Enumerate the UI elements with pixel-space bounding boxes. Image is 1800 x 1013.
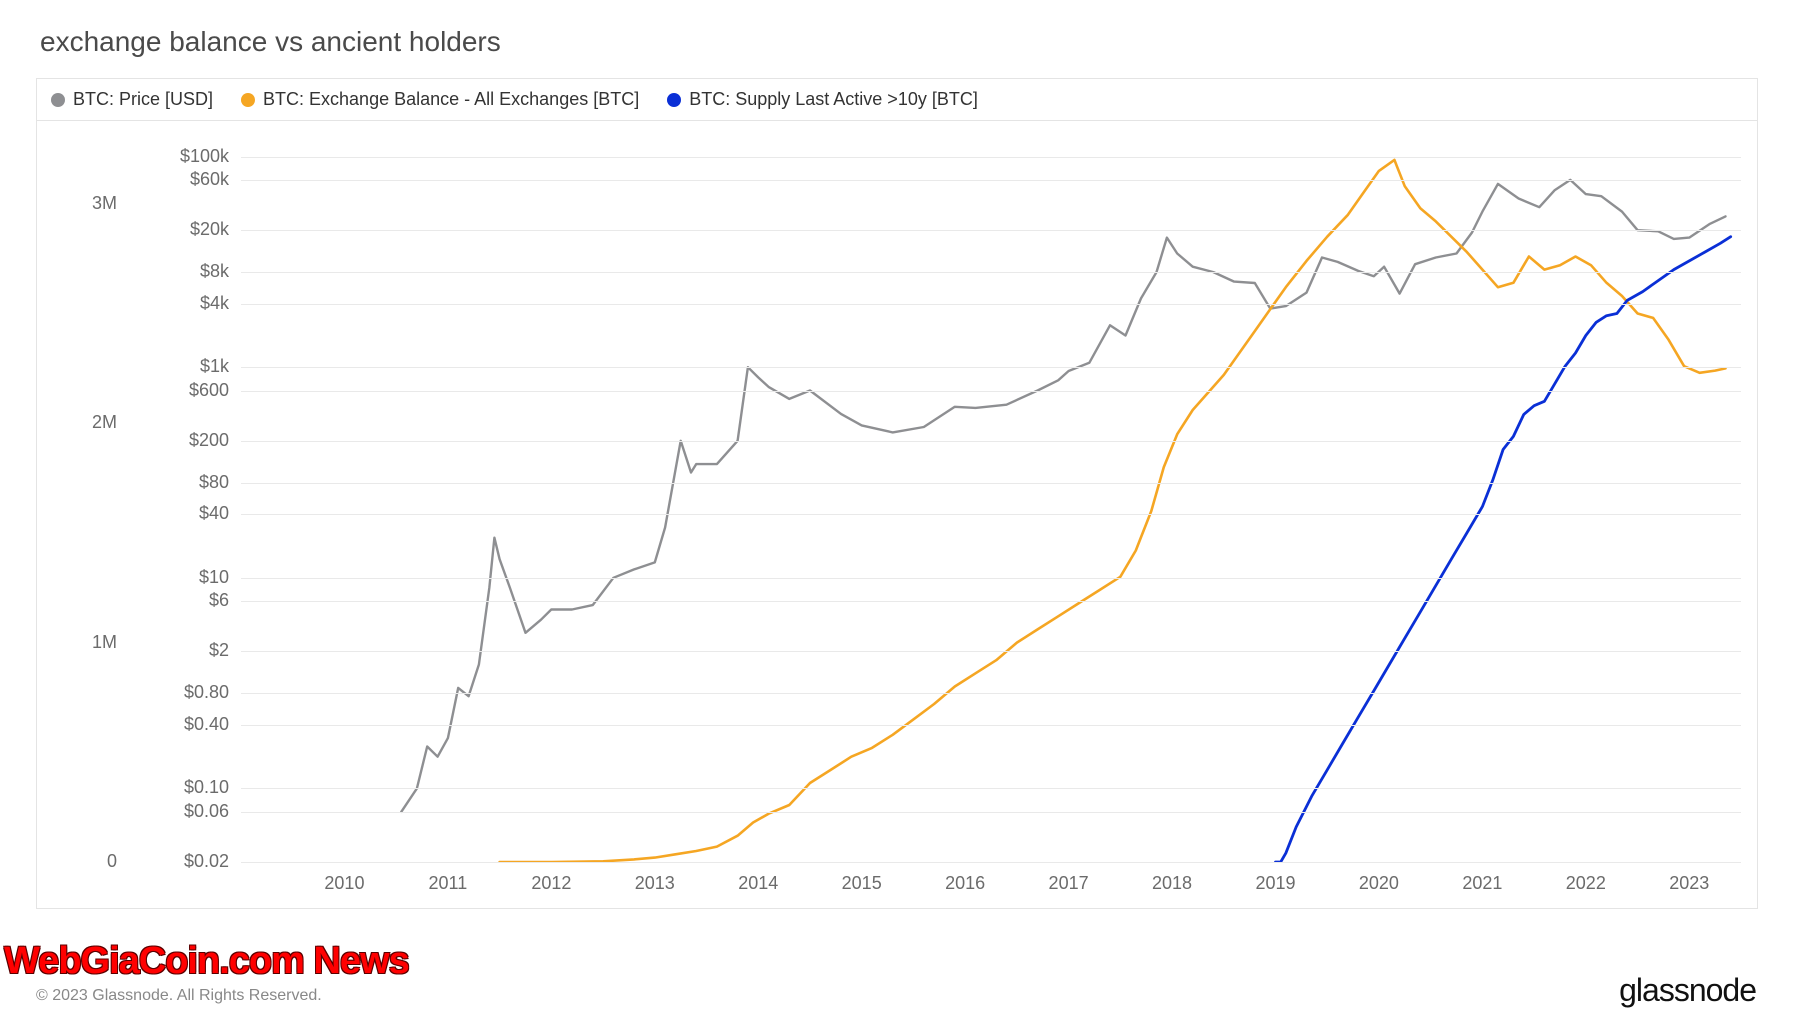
x-axis-label: 2010 bbox=[324, 873, 364, 894]
grid-line bbox=[241, 812, 1741, 813]
y-axis-log-label: $1k bbox=[133, 356, 229, 377]
x-axis-label: 2022 bbox=[1566, 873, 1606, 894]
x-axis-label: 2018 bbox=[1152, 873, 1192, 894]
y-axis-linear-label: 3M bbox=[57, 193, 117, 214]
y-axis-log-label: $600 bbox=[133, 380, 229, 401]
y-axis-log-label: $40 bbox=[133, 503, 229, 524]
series-supply_10y bbox=[1276, 237, 1731, 862]
y-axis-linear-label: 1M bbox=[57, 632, 117, 653]
series-exchange_balance bbox=[500, 160, 1726, 862]
y-axis-log-label: $2 bbox=[133, 640, 229, 661]
legend-dot-supply-10y bbox=[667, 93, 681, 107]
y-axis-linear-label: 2M bbox=[57, 412, 117, 433]
x-axis-label: 2021 bbox=[1462, 873, 1502, 894]
legend-label-exchange: BTC: Exchange Balance - All Exchanges [B… bbox=[263, 89, 639, 110]
grid-line bbox=[241, 367, 1741, 368]
legend-label-price: BTC: Price [USD] bbox=[73, 89, 213, 110]
grid-line bbox=[241, 601, 1741, 602]
y-axis-log-label: $0.06 bbox=[133, 801, 229, 822]
x-axis-label: 2020 bbox=[1359, 873, 1399, 894]
y-axis-log-label: $0.02 bbox=[133, 851, 229, 872]
x-axis-label: 2012 bbox=[531, 873, 571, 894]
chart-title: exchange balance vs ancient holders bbox=[40, 26, 1764, 58]
y-axis-log-label: $0.80 bbox=[133, 682, 229, 703]
x-axis-label: 2015 bbox=[842, 873, 882, 894]
grid-line bbox=[241, 391, 1741, 392]
x-axis-label: 2016 bbox=[945, 873, 985, 894]
x-axis-label: 2011 bbox=[429, 873, 468, 894]
y-axis-log-label: $200 bbox=[133, 430, 229, 451]
grid-line bbox=[241, 180, 1741, 181]
chart-frame: BTC: Price [USD] BTC: Exchange Balance -… bbox=[36, 78, 1758, 909]
legend-item-exchange-balance[interactable]: BTC: Exchange Balance - All Exchanges [B… bbox=[241, 89, 639, 110]
legend-dot-price bbox=[51, 93, 65, 107]
series-price_usd bbox=[401, 180, 1725, 812]
chart-lines bbox=[241, 138, 1741, 862]
grid-line bbox=[241, 578, 1741, 579]
y-axis-log-label: $8k bbox=[133, 261, 229, 282]
grid-line bbox=[241, 230, 1741, 231]
grid-line bbox=[241, 693, 1741, 694]
legend-dot-exchange bbox=[241, 93, 255, 107]
grid-line bbox=[241, 483, 1741, 484]
y-axis-log-label: $100k bbox=[133, 146, 229, 167]
grid-line bbox=[241, 514, 1741, 515]
brand-logo: glassnode bbox=[1619, 972, 1756, 1009]
copyright-text: © 2023 Glassnode. All Rights Reserved. bbox=[36, 987, 322, 1005]
y-axis-log-label: $80 bbox=[133, 472, 229, 493]
y-axis-log-label: $0.40 bbox=[133, 714, 229, 735]
grid-line bbox=[241, 651, 1741, 652]
grid-line bbox=[241, 862, 1741, 863]
x-axis-label: 2014 bbox=[738, 873, 778, 894]
legend-item-supply-10y[interactable]: BTC: Supply Last Active >10y [BTC] bbox=[667, 89, 978, 110]
chart-legend: BTC: Price [USD] BTC: Exchange Balance -… bbox=[37, 78, 1757, 121]
y-axis-linear-label: 0 bbox=[57, 851, 117, 872]
legend-label-supply-10y: BTC: Supply Last Active >10y [BTC] bbox=[689, 89, 978, 110]
grid-line bbox=[241, 157, 1741, 158]
y-axis-log-label: $10 bbox=[133, 567, 229, 588]
x-axis-label: 2019 bbox=[1255, 873, 1295, 894]
plot-area bbox=[241, 138, 1741, 862]
y-axis-log-label: $60k bbox=[133, 169, 229, 190]
y-axis-log-label: $0.10 bbox=[133, 777, 229, 798]
y-axis-log-label: $20k bbox=[133, 219, 229, 240]
x-axis-label: 2013 bbox=[635, 873, 675, 894]
grid-line bbox=[241, 304, 1741, 305]
grid-line bbox=[241, 788, 1741, 789]
grid-line bbox=[241, 725, 1741, 726]
x-axis-label: 2023 bbox=[1669, 873, 1709, 894]
legend-item-price[interactable]: BTC: Price [USD] bbox=[51, 89, 213, 110]
grid-line bbox=[241, 272, 1741, 273]
y-axis-log-label: $4k bbox=[133, 293, 229, 314]
grid-line bbox=[241, 441, 1741, 442]
overlay-news-watermark: WebGiaCoin.com News bbox=[4, 940, 409, 983]
x-axis-label: 2017 bbox=[1049, 873, 1089, 894]
y-axis-log-label: $6 bbox=[133, 590, 229, 611]
